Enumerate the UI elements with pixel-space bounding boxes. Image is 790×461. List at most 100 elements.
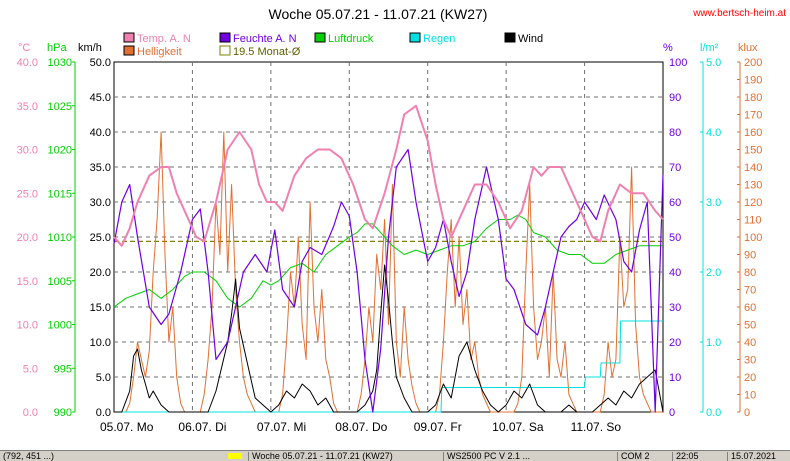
brightness-tick-label: 120 [744, 197, 762, 209]
status-port: COM 2 [617, 452, 671, 461]
x-axis-label: 05.07. Mo [100, 420, 154, 434]
brightness-tick-label: 200 [744, 57, 762, 69]
humidity-tick-label: 30 [669, 302, 681, 314]
wind-tick-label: 45.0 [90, 92, 111, 104]
legend-swatch-wind [504, 32, 516, 43]
legend-swatch-humidity [219, 32, 231, 43]
brightness-tick-label: 20 [744, 372, 756, 384]
temp-tick-label: 0.0 [23, 407, 38, 419]
chart-title: Woche 05.07.21 - 11.07.21 (KW27) [269, 6, 488, 22]
status-program: WS2500 PC V 2.1 ... [443, 452, 617, 461]
brightness-tick-label: 0 [744, 407, 750, 419]
rain-tick-label: 5.0 [706, 57, 721, 69]
axis-units: °C hPa km/h% l/m² klux [18, 42, 758, 54]
pressure-tick-label: 1010 [48, 232, 72, 244]
legend-label-avg: 19.5 Monat-Ø [233, 46, 301, 58]
brightness-tick-label: 140 [744, 162, 762, 174]
pressure-tick-label: 1015 [48, 188, 72, 200]
legend-swatch-temp [123, 32, 135, 43]
humidity-tick-label: 20 [669, 337, 681, 349]
legend-label-humidity: Feuchte A. N [233, 33, 297, 45]
humidity-tick-label: 100 [669, 57, 687, 69]
brightness-tick-label: 160 [744, 127, 762, 139]
series-rain [114, 320, 663, 413]
site-link[interactable]: www.bertsch-heim.at [692, 8, 786, 19]
brightness-tick-label: 50 [744, 320, 756, 332]
legend-label-temp: Temp. A. N [137, 33, 191, 45]
brightness-tick-label: 100 [744, 232, 762, 244]
status-title: Woche 05.07.21 - 11.07.21 (KW27) [248, 452, 442, 461]
brightness-tick-label: 190 [744, 75, 762, 87]
rain-unit: l/m² [700, 42, 719, 54]
humidity-tick-label: 10 [669, 372, 681, 384]
brightness-tick-label: 170 [744, 110, 762, 122]
brightness-tick-label: 30 [744, 355, 756, 367]
temp-tick-label: 35.0 [17, 101, 38, 113]
brightness-tick-label: 80 [744, 267, 756, 279]
wind-tick-label: 0.0 [96, 407, 111, 419]
humidity-tick-label: 90 [669, 92, 681, 104]
temp-tick-label: 10.0 [17, 320, 38, 332]
temp-tick-label: 5.0 [23, 363, 38, 375]
pressure-tick-label: 1005 [48, 276, 72, 288]
legend-swatch-brightness [123, 45, 135, 56]
temp-tick-label: 40.0 [17, 57, 38, 69]
series-temp [113, 104, 664, 247]
legend-swatch-pressure [314, 32, 326, 43]
brightness-tick-label: 10 [744, 390, 756, 402]
legend-label-pressure: Luftdruck [328, 33, 374, 45]
rain-tick-label: 3.0 [706, 197, 721, 209]
wind-tick-label: 20.0 [90, 267, 111, 279]
humidity-unit: % [663, 42, 673, 54]
wind-unit: km/h [78, 42, 102, 54]
temp-tick-label: 20.0 [17, 232, 38, 244]
status-indicator [228, 453, 242, 459]
humidity-tick-label: 40 [669, 267, 681, 279]
legend-label-brightness: Helligkeit [137, 46, 182, 58]
wind-tick-label: 15.0 [90, 302, 111, 314]
series-humidity [113, 148, 664, 413]
temp-tick-label: 15.0 [17, 276, 38, 288]
temp-unit: °C [18, 42, 30, 54]
brightness-tick-label: 60 [744, 302, 756, 314]
brightness-tick-label: 180 [744, 92, 762, 104]
temp-tick-label: 25.0 [17, 188, 38, 200]
brightness-tick-label: 130 [744, 180, 762, 192]
pressure-tick-label: 1020 [48, 145, 72, 157]
status-time: 22:05 [672, 452, 726, 461]
humidity-tick-label: 0 [669, 407, 675, 419]
axes: 0.0 5.0 10.0 15.0 20.0 25.0 30.0 35.0 40.0 990 995… [17, 57, 763, 419]
status-coordinates: (792, 451 ...) [3, 452, 55, 461]
brightness-tick-label: 40 [744, 337, 756, 349]
x-axis-label: 09.07. Fr [414, 420, 462, 434]
pressure-tick-label: 1025 [48, 101, 72, 113]
status-date: 15.07.2021 [727, 452, 790, 461]
x-axis-labels: 05.07. Mo 06.07. Di 07.07. Mi 08.07. Do 09.0… [100, 420, 621, 434]
wind-tick-label: 40.0 [90, 127, 111, 139]
humidity-tick-label: 80 [669, 127, 681, 139]
brightness-tick-label: 150 [744, 145, 762, 157]
humidity-tick-label: 50 [669, 232, 681, 244]
brightness-unit: klux [738, 42, 758, 54]
x-axis-label: 07.07. Mi [257, 420, 306, 434]
pressure-tick-label: 995 [54, 363, 72, 375]
rain-tick-label: 2.0 [706, 267, 721, 279]
brightness-tick-label: 90 [744, 250, 756, 262]
legend-swatch-rain [409, 32, 421, 43]
pressure-unit: hPa [47, 42, 67, 54]
x-axis-label: 11.07. So [571, 420, 622, 434]
status-bar: (792, 451 ...) Woche 05.07.21 - 11.07.21… [0, 450, 790, 461]
pressure-tick-label: 990 [54, 407, 72, 419]
wind-tick-label: 5.0 [96, 372, 111, 384]
series-wind [114, 264, 664, 413]
rain-tick-label: 1.0 [706, 337, 721, 349]
temp-tick-label: 30.0 [17, 145, 38, 157]
legend-label-wind: Wind [518, 33, 543, 45]
weather-chart: Woche 05.07.21 - 11.07.21 (KW27) www.ber… [17, 6, 787, 434]
wind-tick-label: 10.0 [90, 337, 111, 349]
wind-tick-label: 30.0 [90, 197, 111, 209]
x-axis-label: 08.07. Do [335, 420, 387, 434]
legend: Temp. A. N Feuchte A. N Luftdruck Regen Wind… [123, 32, 543, 58]
x-axis-label: 06.07. Di [178, 420, 226, 434]
humidity-tick-label: 70 [669, 162, 681, 174]
